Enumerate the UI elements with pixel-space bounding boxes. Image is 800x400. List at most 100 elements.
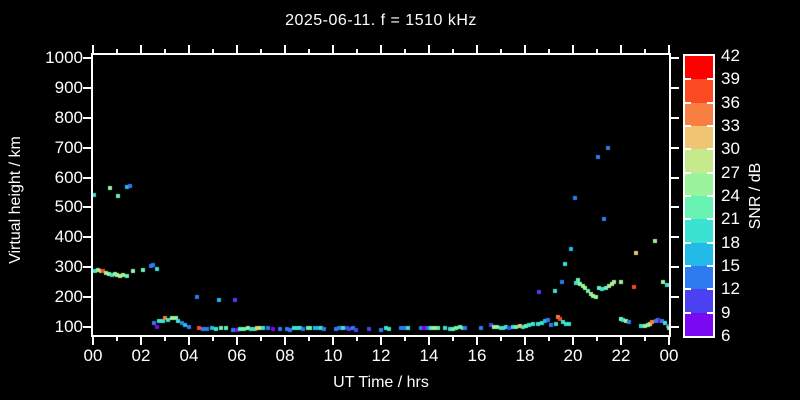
x-tick-mark — [164, 49, 166, 53]
x-tick-label: 00 — [659, 346, 679, 365]
x-tick-mark — [476, 337, 478, 345]
colorbar-tick-label: 6 — [721, 326, 731, 345]
x-tick-label: 12 — [371, 346, 391, 365]
x-tick-mark — [332, 337, 334, 345]
x-tick-mark — [668, 337, 670, 345]
x-tick-mark — [596, 49, 598, 53]
colorbar — [683, 54, 715, 338]
x-tick-mark — [284, 45, 286, 53]
colorbar-segment — [685, 312, 713, 336]
colorbar-segment — [685, 125, 713, 150]
colorbar-tick-mark — [685, 265, 691, 267]
colorbar-segment — [685, 102, 713, 126]
x-tick-mark — [572, 45, 574, 53]
x-tick-mark — [404, 337, 406, 341]
y-tick-mark — [671, 326, 679, 328]
colorbar-tick-label: 21 — [721, 209, 740, 228]
y-tick-mark — [671, 266, 679, 268]
x-tick-mark — [644, 337, 646, 341]
colorbar-tick-label: 30 — [721, 139, 740, 158]
y-tick-mark — [671, 177, 679, 179]
y-tick-mark — [83, 57, 91, 59]
y-tick-mark — [83, 117, 91, 119]
x-tick-label: 00 — [83, 346, 103, 365]
x-tick-mark — [452, 337, 454, 341]
colorbar-segment — [685, 172, 713, 196]
colorbar-tick-mark — [685, 102, 691, 104]
plot-area — [91, 53, 671, 337]
x-tick-mark — [236, 337, 238, 345]
x-tick-mark — [212, 337, 214, 341]
x-tick-mark — [668, 45, 670, 53]
y-tick-mark — [671, 87, 679, 89]
y-tick-mark — [83, 296, 91, 298]
x-tick-mark — [404, 49, 406, 53]
y-tick-mark — [83, 87, 91, 89]
colorbar-tick-label: 12 — [721, 279, 740, 298]
colorbar-tick-mark — [685, 172, 691, 174]
x-tick-mark — [260, 49, 262, 53]
x-tick-label: 20 — [563, 346, 583, 365]
x-tick-label: 22 — [611, 346, 631, 365]
colorbar-tick-mark — [685, 78, 691, 80]
x-tick-mark — [116, 49, 118, 53]
x-tick-mark — [380, 337, 382, 345]
y-tick-mark — [671, 117, 679, 119]
colorbar-tick-mark — [707, 172, 713, 174]
x-tick-label: 06 — [227, 346, 247, 365]
colorbar-tick-label: 33 — [721, 116, 740, 135]
x-tick-mark — [380, 45, 382, 53]
colorbar-segment — [685, 149, 713, 173]
x-tick-mark — [356, 337, 358, 341]
y-tick-mark — [83, 206, 91, 208]
colorbar-tick-mark — [685, 148, 691, 150]
x-tick-mark — [308, 337, 310, 341]
y-tick-label: 400 — [54, 227, 83, 246]
colorbar-tick-mark — [685, 125, 691, 127]
x-tick-label: 10 — [323, 346, 343, 365]
y-tick-label: 600 — [54, 168, 83, 187]
x-tick-mark — [548, 49, 550, 53]
y-tick-mark — [671, 236, 679, 238]
colorbar-tick-label: 24 — [721, 186, 740, 205]
x-tick-mark — [620, 45, 622, 53]
x-tick-mark — [188, 45, 190, 53]
x-tick-mark — [596, 337, 598, 341]
x-tick-mark — [548, 337, 550, 341]
colorbar-tick-mark — [707, 78, 713, 80]
colorbar-tick-label: 39 — [721, 69, 740, 88]
x-tick-label: 02 — [131, 346, 151, 365]
x-tick-label: 16 — [467, 346, 487, 365]
x-tick-mark — [500, 49, 502, 53]
colorbar-tick-mark — [707, 265, 713, 267]
y-tick-label: 100 — [54, 317, 83, 336]
x-tick-mark — [644, 49, 646, 53]
colorbar-tick-mark — [685, 218, 691, 220]
x-tick-mark — [260, 337, 262, 341]
y-tick-label: 900 — [54, 78, 83, 97]
colorbar-axis-label: SNR / dB — [747, 162, 764, 230]
colorbar-tick-mark — [685, 312, 691, 314]
colorbar-segment — [685, 56, 713, 80]
colorbar-tick-label: 42 — [721, 46, 740, 65]
colorbar-tick-mark — [707, 242, 713, 244]
x-axis-label: UT Time / hrs — [333, 374, 429, 391]
x-tick-mark — [284, 337, 286, 345]
y-tick-label: 1000 — [45, 48, 83, 67]
colorbar-tick-mark — [707, 125, 713, 127]
colorbar-segment — [685, 289, 713, 313]
colorbar-segment — [685, 79, 713, 103]
x-tick-mark — [428, 45, 430, 53]
y-tick-label: 700 — [54, 138, 83, 157]
colorbar-segment — [685, 242, 713, 266]
x-tick-label: 18 — [515, 346, 535, 365]
x-tick-mark — [500, 337, 502, 341]
colorbar-tick-label: 9 — [721, 303, 731, 322]
colorbar-tick-mark — [685, 195, 691, 197]
colorbar-segment — [685, 219, 713, 243]
x-tick-mark — [524, 337, 526, 345]
x-tick-mark — [332, 45, 334, 53]
colorbar-segment — [685, 265, 713, 290]
x-tick-label: 04 — [179, 346, 199, 365]
